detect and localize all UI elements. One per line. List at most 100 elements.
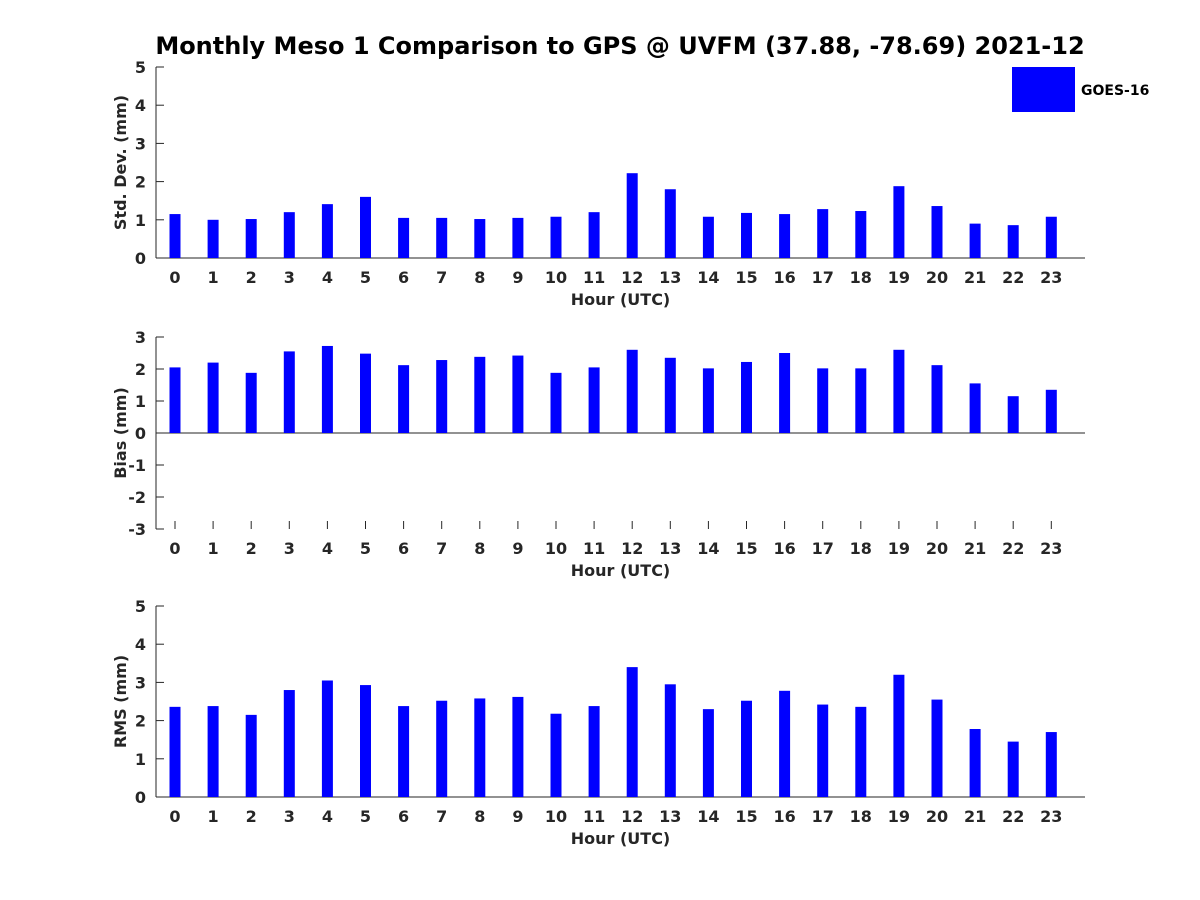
bar-hour-12 (626, 173, 638, 258)
y-tick-label: 0 (135, 424, 146, 443)
bar-hour-8 (474, 356, 486, 433)
x-tick-label: 20 (926, 539, 948, 558)
bar-hour-9 (512, 217, 524, 258)
x-tick-label: 4 (322, 807, 333, 826)
x-axis-label: Hour (UTC) (571, 829, 671, 848)
x-tick-label: 8 (474, 268, 485, 287)
bar-hour-22 (1007, 741, 1019, 797)
bar-hour-1 (207, 362, 219, 433)
bar-hour-16 (779, 214, 791, 258)
bar-hour-7 (436, 217, 448, 258)
bar-hour-5 (360, 196, 371, 258)
x-tick-label: 17 (812, 268, 834, 287)
x-tick-label: 0 (169, 268, 180, 287)
bar-hour-8 (474, 698, 486, 797)
x-tick-label: 10 (545, 539, 567, 558)
bar-hour-11 (588, 212, 600, 258)
x-tick-label: 6 (398, 268, 409, 287)
x-tick-label: 19 (888, 539, 910, 558)
bar-hour-19 (893, 349, 905, 433)
legend-label: GOES-16 (1081, 83, 1149, 99)
x-tick-label: 2 (246, 539, 257, 558)
y-tick-label: 3 (135, 328, 146, 347)
x-tick-label: 2 (246, 268, 257, 287)
bar-hour-15 (741, 361, 752, 433)
x-tick-label: 4 (322, 268, 333, 287)
y-tick-label: 1 (135, 392, 146, 411)
bar-hour-9 (512, 696, 524, 797)
bar-hour-10 (550, 372, 562, 433)
bar-hour-7 (436, 700, 448, 797)
x-tick-label: 9 (512, 539, 523, 558)
bar-hour-6 (398, 706, 410, 797)
x-tick-label: 1 (208, 807, 219, 826)
bar-hour-3 (283, 690, 295, 797)
y-axis-label: RMS (mm) (111, 655, 130, 748)
x-tick-label: 2 (246, 807, 257, 826)
x-tick-label: 14 (697, 539, 719, 558)
bar-hour-14 (702, 368, 714, 433)
bar-hour-7 (436, 360, 448, 433)
y-tick-label: -2 (128, 488, 146, 507)
y-tick-label: 5 (135, 58, 146, 77)
bar-hour-6 (398, 365, 410, 433)
bar-hour-0 (169, 214, 181, 258)
x-tick-label: 12 (621, 539, 643, 558)
x-tick-label: 22 (1002, 539, 1024, 558)
y-axis-label: Std. Dev. (mm) (111, 95, 130, 230)
x-tick-label: 8 (474, 539, 485, 558)
bar-hour-15 (741, 700, 752, 797)
bar-hour-3 (283, 351, 295, 433)
x-tick-label: 10 (545, 807, 567, 826)
bar-hour-2 (245, 714, 257, 797)
bar-hour-12 (626, 667, 638, 797)
x-tick-label: 11 (583, 807, 605, 826)
x-tick-label: 18 (850, 807, 872, 826)
x-tick-label: 8 (474, 807, 485, 826)
y-tick-label: 5 (135, 597, 146, 616)
x-tick-label: 10 (545, 268, 567, 287)
bar-hour-8 (474, 219, 486, 258)
bar-hour-20 (931, 699, 943, 797)
x-tick-label: 17 (812, 539, 834, 558)
legend-swatch (1012, 67, 1075, 112)
x-tick-label: 11 (583, 268, 605, 287)
x-tick-label: 21 (964, 539, 986, 558)
x-tick-label: 5 (360, 539, 371, 558)
bar-hour-21 (969, 383, 981, 433)
y-tick-label: 1 (135, 211, 146, 230)
x-tick-label: 16 (773, 539, 795, 558)
legend: GOES-16 (1012, 67, 1149, 112)
x-tick-label: 15 (735, 268, 757, 287)
bar-hour-18 (855, 368, 867, 433)
bar-hour-6 (398, 217, 410, 258)
x-tick-label: 15 (735, 539, 757, 558)
x-tick-label: 1 (208, 539, 219, 558)
x-tick-label: 13 (659, 539, 681, 558)
bar-hour-16 (779, 690, 791, 797)
y-tick-label: 4 (135, 635, 146, 654)
y-tick-label: -3 (128, 520, 146, 539)
bar-hour-0 (169, 367, 181, 433)
x-tick-label: 22 (1002, 807, 1024, 826)
x-tick-label: 19 (888, 268, 910, 287)
x-tick-label: 17 (812, 807, 834, 826)
bar-hour-16 (779, 353, 791, 433)
bar-hour-17 (817, 209, 829, 258)
x-tick-label: 21 (964, 807, 986, 826)
x-tick-label: 18 (850, 539, 872, 558)
x-tick-label: 14 (697, 807, 719, 826)
y-tick-label: -1 (128, 456, 146, 475)
x-tick-label: 13 (659, 268, 681, 287)
bar-hour-10 (550, 713, 562, 797)
bar-hour-9 (512, 355, 524, 433)
x-tick-label: 7 (436, 807, 447, 826)
x-tick-label: 18 (850, 268, 872, 287)
bar-hour-23 (1045, 389, 1057, 433)
bar-hour-18 (855, 706, 867, 797)
bar-hour-19 (893, 186, 905, 258)
bar-hour-13 (664, 189, 676, 258)
bar-hour-4 (321, 345, 333, 433)
x-tick-label: 5 (360, 807, 371, 826)
